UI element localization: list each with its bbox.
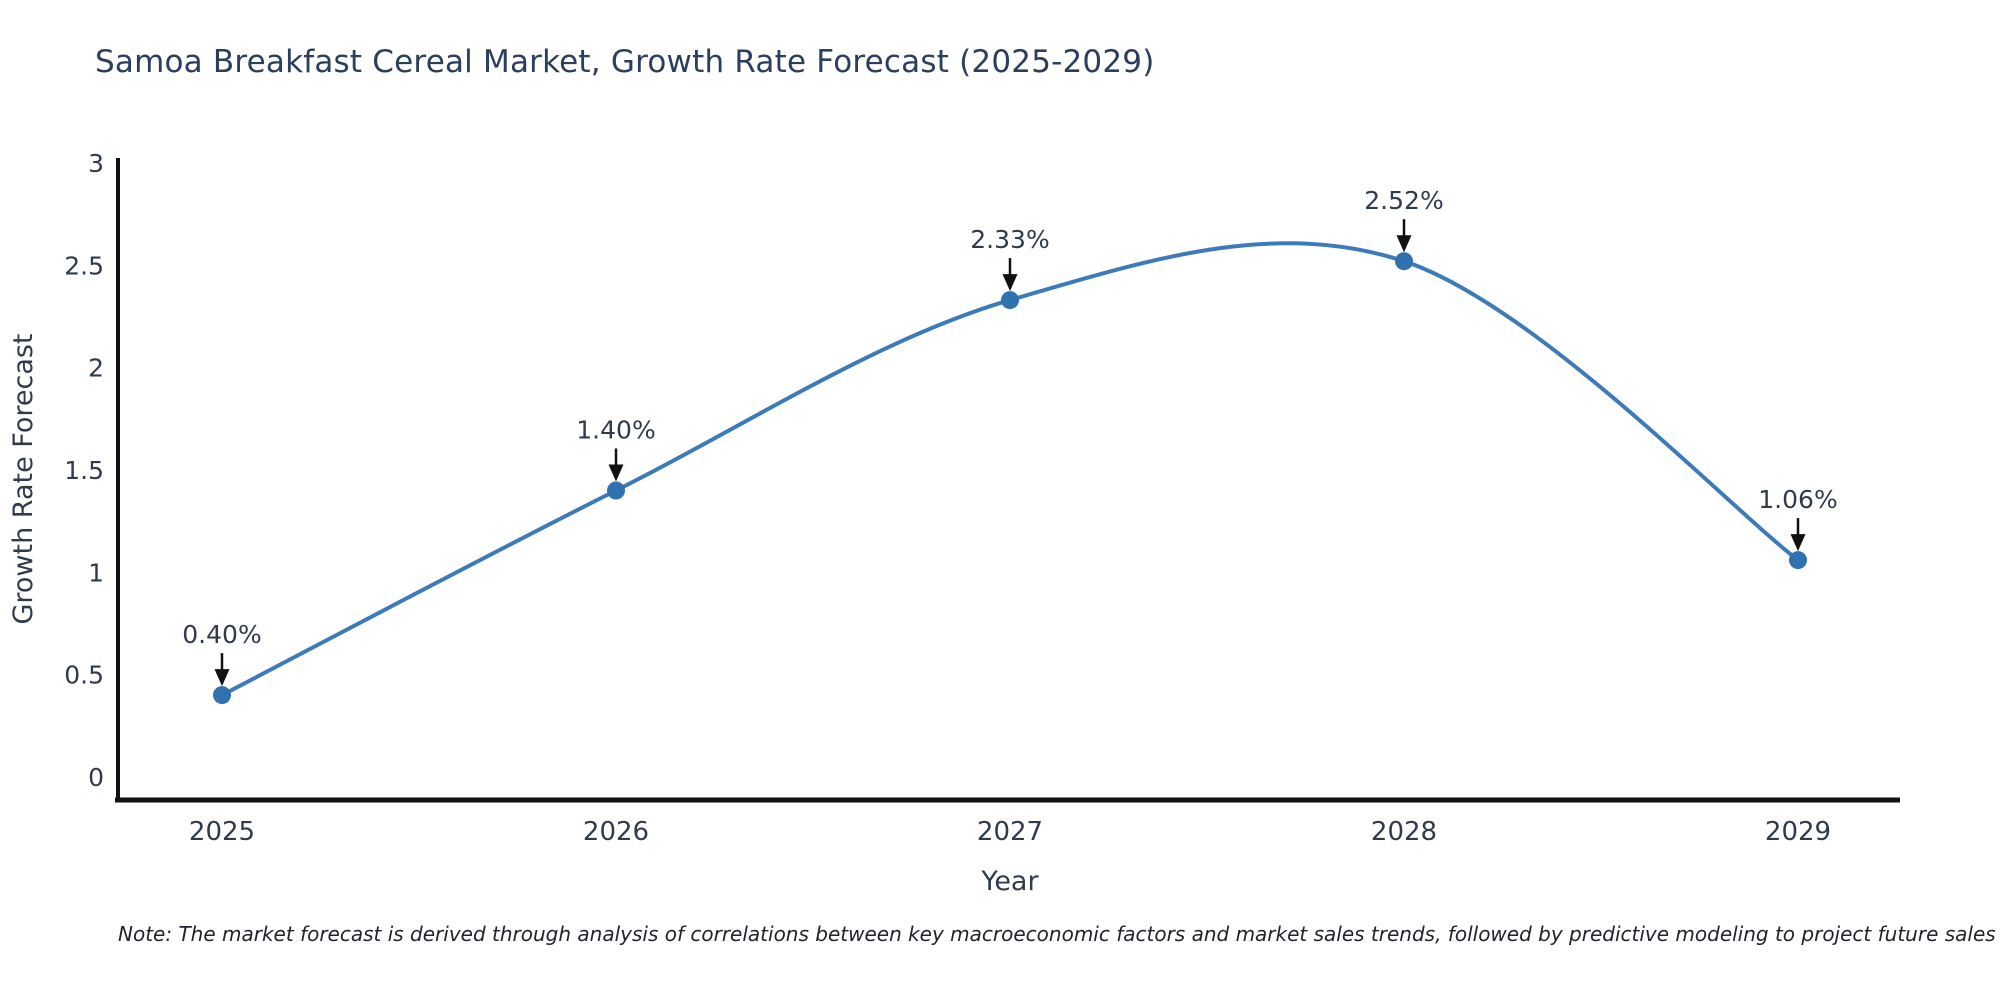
annotation-arrow-head bbox=[1002, 274, 1018, 292]
point-annotations: 0.40% 1.40% 2.33% 2.52% 1.06% bbox=[182, 186, 1838, 687]
y-tick-label: 0.5 bbox=[64, 661, 104, 690]
annotation-label: 1.06% bbox=[1758, 485, 1837, 514]
y-tick-label: 3 bbox=[88, 149, 104, 178]
y-tick-label: 1 bbox=[88, 558, 104, 587]
annotation-arrow-head bbox=[608, 464, 624, 482]
x-tick-label: 2027 bbox=[977, 817, 1043, 847]
series-line bbox=[220, 241, 1800, 698]
x-axis-tick-labels: 2025 2026 2027 2028 2029 bbox=[189, 817, 1831, 847]
annotation-label: 2.33% bbox=[970, 225, 1049, 254]
x-tick-label: 2029 bbox=[1765, 817, 1831, 847]
x-tick-label: 2026 bbox=[583, 817, 649, 847]
x-axis-title: Year bbox=[980, 866, 1039, 897]
y-tick-label: 2.5 bbox=[64, 251, 104, 280]
data-point-marker bbox=[607, 481, 625, 500]
y-tick-label: 0 bbox=[88, 763, 104, 792]
annotation-label: 2.52% bbox=[1364, 186, 1443, 215]
annotation-arrow-head bbox=[214, 669, 230, 687]
data-point-marker bbox=[1001, 291, 1019, 310]
y-tick-label: 1.5 bbox=[64, 456, 104, 485]
y-axis-tick-labels: 0 0.5 1 1.5 2 2.5 3 bbox=[64, 149, 104, 792]
annotation-arrow-head bbox=[1790, 534, 1806, 552]
y-tick-label: 2 bbox=[88, 354, 104, 383]
data-point-marker bbox=[1395, 252, 1413, 271]
annotation-label: 0.40% bbox=[182, 620, 261, 649]
data-points bbox=[213, 252, 1807, 705]
chart-footnote: Note: The market forecast is derived thr… bbox=[118, 922, 1996, 946]
x-tick-label: 2028 bbox=[1371, 817, 1437, 847]
annotation-label: 1.40% bbox=[576, 416, 655, 445]
x-tick-label: 2025 bbox=[189, 817, 255, 847]
data-point-marker bbox=[213, 686, 231, 705]
annotation-arrow-head bbox=[1396, 235, 1412, 253]
chart-title: Samoa Breakfast Cereal Market, Growth Ra… bbox=[95, 44, 1155, 80]
data-point-marker bbox=[1789, 551, 1807, 570]
growth-rate-line bbox=[220, 241, 1800, 698]
axis-spines bbox=[115, 158, 1900, 803]
y-axis-title: Growth Rate Forecast bbox=[8, 333, 39, 624]
